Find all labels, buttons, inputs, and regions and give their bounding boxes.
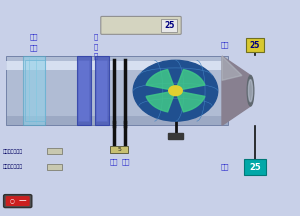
Text: 25: 25 <box>249 163 261 172</box>
Bar <box>46 148 62 154</box>
Text: 25: 25 <box>164 21 174 30</box>
Polygon shape <box>222 56 242 80</box>
Bar <box>246 38 264 52</box>
Bar <box>46 164 62 170</box>
Wedge shape <box>146 91 176 112</box>
Text: 湿度: 湿度 <box>221 164 230 170</box>
Text: 潮风机回水流量: 潮风机回水流量 <box>3 164 23 169</box>
Bar <box>78 60 89 121</box>
Ellipse shape <box>248 80 253 102</box>
Text: —: — <box>19 197 26 206</box>
Wedge shape <box>176 91 205 112</box>
Wedge shape <box>146 70 176 91</box>
Ellipse shape <box>247 76 254 106</box>
Text: 滤: 滤 <box>94 43 98 50</box>
Wedge shape <box>176 70 205 91</box>
Polygon shape <box>222 56 250 125</box>
Bar <box>168 133 183 140</box>
FancyBboxPatch shape <box>101 16 181 34</box>
Text: 潮风机供水流量: 潮风机供水流量 <box>3 149 23 154</box>
Text: 供水: 供水 <box>110 159 118 165</box>
Bar <box>96 60 107 121</box>
Text: ○: ○ <box>10 199 15 204</box>
Bar <box>244 159 266 175</box>
Text: 过: 过 <box>94 33 98 40</box>
Text: 送风量度设定: 送风量度设定 <box>106 23 128 28</box>
Bar <box>6 116 228 125</box>
Bar <box>161 19 177 32</box>
Text: 5: 5 <box>117 147 121 152</box>
Circle shape <box>133 60 218 121</box>
FancyBboxPatch shape <box>4 195 32 208</box>
Bar <box>22 56 45 125</box>
Text: 25: 25 <box>250 41 260 50</box>
Bar <box>76 56 91 125</box>
Bar <box>94 56 109 125</box>
Circle shape <box>169 86 182 96</box>
Text: 开关: 开关 <box>29 44 38 51</box>
FancyBboxPatch shape <box>6 196 30 206</box>
Bar <box>110 146 128 153</box>
Text: 器: 器 <box>94 53 98 59</box>
Text: 风门: 风门 <box>29 33 38 40</box>
Bar <box>6 61 228 70</box>
Bar <box>6 56 228 125</box>
Bar <box>26 60 45 121</box>
Text: 温度: 温度 <box>221 42 230 48</box>
Text: 回水: 回水 <box>122 159 130 165</box>
